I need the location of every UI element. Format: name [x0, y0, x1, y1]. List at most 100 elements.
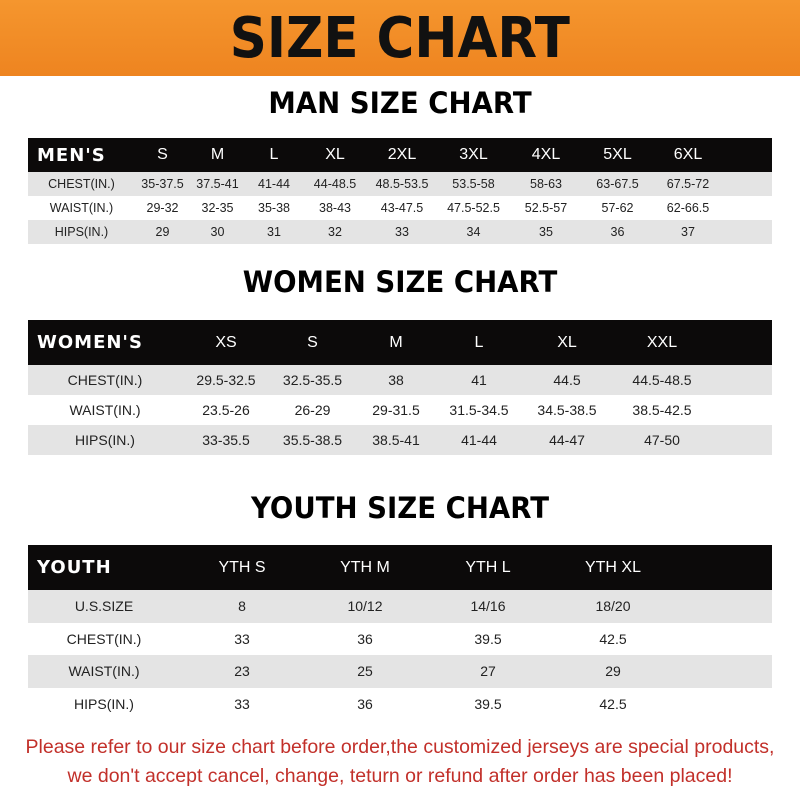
- size-header-cell: XL: [557, 333, 577, 351]
- size-header-cell: 5XL: [603, 146, 632, 163]
- size-header-cell: 4XL: [531, 146, 561, 163]
- table-cell: 37: [681, 225, 695, 239]
- table-header-row: MEN'S S M L XL 2XL 3XL 4XL 5XL 6XL: [28, 138, 772, 172]
- notice-line-1: Please refer to our size chart before or…: [25, 736, 775, 758]
- row-label: WAIST(IN.): [69, 402, 141, 418]
- table-cell: 41-44: [461, 432, 497, 448]
- table-cell: 32-35: [201, 201, 234, 215]
- notice-line-2: we don't accept cancel, change, teturn o…: [67, 765, 733, 787]
- table-row: HIPS(IN.) 29 30 31 32 33 34 35 36 37: [28, 220, 772, 244]
- table-cell: 36: [357, 630, 373, 647]
- row-label: CHEST(IN.): [67, 372, 143, 388]
- table-cell: 29: [605, 663, 621, 680]
- size-header-cell: XXL: [646, 333, 678, 351]
- table-cell: 62-66.5: [666, 201, 710, 215]
- row-label: HIPS(IN.): [74, 695, 134, 712]
- women-section-title: WOMEN SIZE CHART: [242, 265, 558, 299]
- size-header-cell: S: [307, 333, 318, 351]
- table-cell: 36: [610, 225, 625, 239]
- table-cell: 33-35.5: [202, 432, 250, 448]
- table-title-cell: MEN'S: [37, 144, 106, 166]
- table-cell: 41: [471, 372, 487, 388]
- table-cell: 48.5-53.5: [375, 177, 429, 191]
- size-header-cell: YTH L: [465, 558, 511, 576]
- table-cell: 41-44: [258, 177, 290, 191]
- table-header-row: WOMEN'S XS S M L XL XXL: [28, 320, 772, 365]
- table-cell: 38.5-42.5: [632, 402, 692, 418]
- table-cell: 47.5-52.5: [447, 201, 500, 215]
- row-label: CHEST(IN.): [66, 630, 142, 647]
- table-cell: 29-31.5: [372, 402, 420, 418]
- table-cell: 34.5-38.5: [537, 402, 597, 418]
- table-cell: 33: [234, 630, 250, 647]
- table-cell: 52.5-57: [524, 201, 568, 215]
- table-cell: 37.5-41: [196, 177, 239, 191]
- table-cell: 33: [234, 695, 250, 712]
- table-row: WAIST(IN.) 23 25 27 29: [28, 655, 772, 688]
- table-cell: 57-62: [601, 201, 634, 215]
- table-cell: 23: [234, 663, 250, 680]
- size-header-cell: 2XL: [387, 146, 417, 163]
- table-cell: 35-38: [258, 201, 290, 215]
- page-title: SIZE CHART: [229, 5, 571, 71]
- size-header-cell: YTH M: [340, 558, 390, 576]
- size-header-cell: XS: [215, 333, 237, 351]
- table-row: WAIST(IN.) 23.5-26 26-29 29-31.5 31.5-34.5 34…: [28, 395, 772, 425]
- table-cell: 18/20: [595, 598, 631, 615]
- table-cell: 35-37.5: [141, 177, 184, 191]
- size-header-cell: S: [157, 146, 168, 163]
- youth-section-title: YOUTH SIZE CHART: [250, 491, 550, 525]
- table-cell: 44.5: [553, 372, 581, 388]
- table-cell: 34: [466, 225, 481, 239]
- size-header-cell: M: [210, 146, 225, 163]
- table-cell: 31.5-34.5: [449, 402, 509, 418]
- table-cell: 35: [539, 225, 553, 239]
- size-header-cell: 3XL: [459, 146, 488, 163]
- table-cell: 8: [238, 598, 246, 615]
- women-size-table: WOMEN'S XS S M L XL XXL CHEST(IN.) 29.5-32.5 32.5…: [28, 320, 772, 455]
- table-cell: 33: [395, 225, 409, 239]
- size-header-cell: M: [389, 333, 403, 351]
- table-cell: 29: [155, 225, 170, 239]
- table-cell: 31: [267, 225, 281, 239]
- table-cell: 35.5-38.5: [282, 432, 343, 448]
- table-title-cell: WOMEN'S: [37, 332, 143, 353]
- notice: Please refer to our size chart before or…: [0, 733, 800, 791]
- table-cell: 23.5-26: [202, 402, 250, 418]
- size-header-cell: YTH S: [218, 558, 266, 576]
- men-size-table: MEN'S S M L XL 2XL 3XL 4XL 5XL 6XL CHEST(IN.) 35-37…: [28, 138, 772, 244]
- size-header-cell: L: [269, 146, 279, 163]
- row-label: U.S.SIZE: [74, 598, 134, 615]
- table-row: WAIST(IN.) 29-32 32-35 35-38 38-43 43-47.5 47.…: [28, 196, 772, 220]
- table-header-row: YOUTH YTH S YTH M YTH L YTH XL: [28, 545, 772, 590]
- size-header-cell: YTH XL: [584, 558, 641, 576]
- table-cell: 44-48.5: [313, 177, 357, 191]
- size-header-cell: L: [474, 333, 484, 351]
- table-cell: 58-63: [530, 177, 562, 191]
- table-row: U.S.SIZE 8 10/12 14/16 18/20: [28, 590, 772, 623]
- table-cell: 42.5: [599, 695, 627, 712]
- table-cell: 42.5: [599, 630, 627, 647]
- table-cell: 44-47: [549, 432, 585, 448]
- table-cell: 32.5-35.5: [282, 372, 343, 388]
- row-label: HIPS(IN.): [54, 225, 109, 239]
- table-cell: 44.5-48.5: [632, 372, 692, 388]
- table-cell: 32: [328, 225, 342, 239]
- men-section-title: MAN SIZE CHART: [268, 86, 532, 120]
- table-cell: 47-50: [644, 432, 680, 448]
- table-cell: 39.5: [474, 630, 502, 647]
- table-cell: 38-43: [319, 201, 351, 215]
- table-cell: 29.5-32.5: [196, 372, 256, 388]
- table-cell: 36: [357, 695, 373, 712]
- table-row: CHEST(IN.) 35-37.5 37.5-41 41-44 44-48.5 48.5…: [28, 172, 772, 196]
- size-header-cell: XL: [325, 146, 345, 163]
- table-cell: 43-47.5: [380, 201, 424, 215]
- table-cell: 14/16: [470, 598, 506, 615]
- size-header-cell: 6XL: [673, 146, 703, 163]
- table-cell: 10/12: [347, 598, 383, 615]
- table-cell: 30: [210, 225, 225, 239]
- table-cell: 29-32: [146, 201, 179, 215]
- table-cell: 26-29: [294, 402, 331, 418]
- table-cell: 38.5-41: [372, 432, 420, 448]
- table-row: CHEST(IN.) 29.5-32.5 32.5-35.5 38 41 44.5 44.5…: [28, 365, 772, 395]
